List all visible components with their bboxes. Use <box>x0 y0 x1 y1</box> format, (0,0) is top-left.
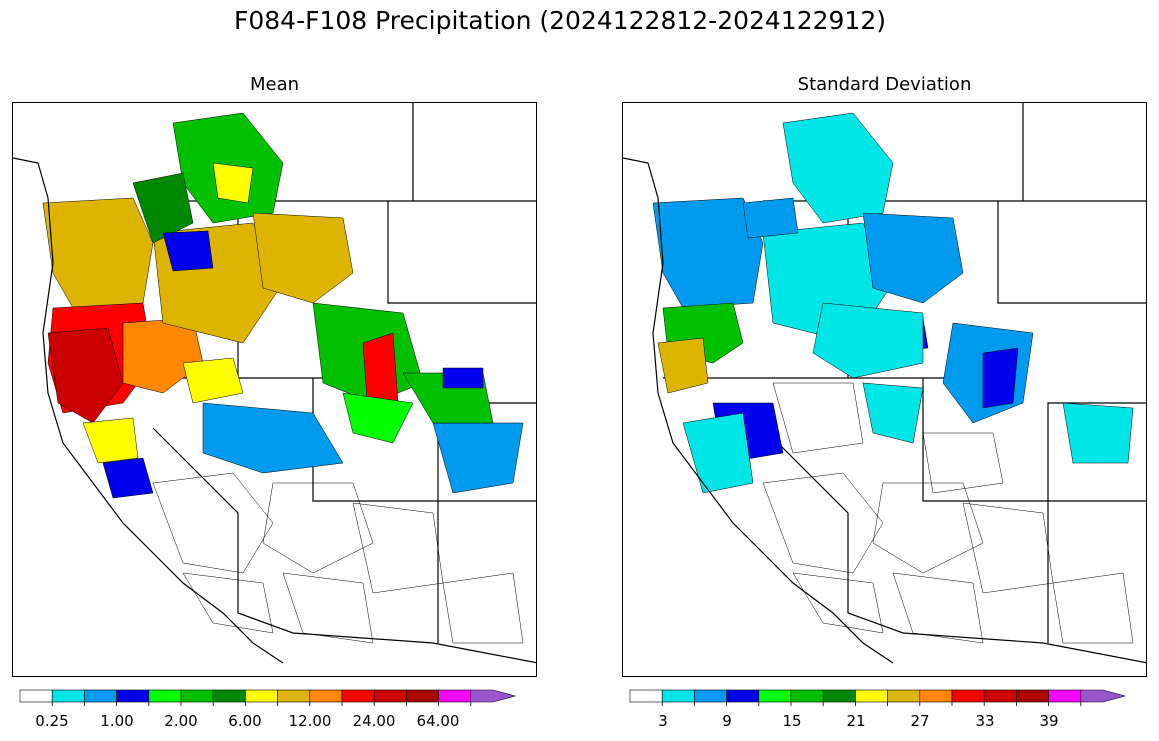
stddev-tick-label: 39 <box>1039 712 1059 730</box>
colorbar-segment <box>148 689 182 703</box>
colorbar-segment <box>983 689 1017 703</box>
colorbar-segment <box>277 689 311 703</box>
mean-map-canvas <box>13 103 536 664</box>
stddev-tick-label: 3 <box>658 712 668 730</box>
colorbar-segment <box>1016 689 1049 703</box>
figure-title: F084-F108 Precipitation (2024122812-2024… <box>233 6 886 35</box>
colorbar-segment <box>694 689 727 703</box>
colorbar-segment <box>919 689 953 703</box>
colorbar-segment <box>438 689 472 703</box>
colorbar-segment <box>822 689 856 703</box>
colorbar-segment <box>661 689 695 703</box>
precip-basins-stddev <box>652 112 1134 494</box>
colorbar-segment <box>373 689 407 703</box>
colorbar-segment <box>470 689 517 703</box>
colorbar-segment <box>341 689 375 703</box>
colorbar-segment <box>406 689 439 703</box>
colorbar-segment <box>726 689 760 703</box>
colorbar-segment <box>19 689 53 703</box>
basin-outlines <box>762 382 1134 644</box>
colorbar-segment <box>51 689 85 703</box>
stddev-tick-label: 15 <box>782 712 802 730</box>
stddev-colorbar-svg <box>629 689 1127 706</box>
stddev-colorbar <box>629 689 1142 706</box>
stddev-panel-title: Standard Deviation <box>797 74 972 95</box>
basin-outlines <box>152 472 524 644</box>
stddev-tick-label: 27 <box>910 712 930 730</box>
stddev-tick-label: 21 <box>846 712 866 730</box>
precip-basins-mean <box>42 112 524 499</box>
mean-colorbar <box>19 689 532 706</box>
mean-tick-label: 24.00 <box>352 712 396 730</box>
mean-tick-label: 0.25 <box>35 712 69 730</box>
colorbar-segment <box>180 689 214 703</box>
colorbar-segment <box>116 689 150 703</box>
colorbar-segment <box>790 689 824 703</box>
mean-colorbar-svg <box>19 689 517 706</box>
coastline <box>13 157 284 664</box>
colorbar-segment <box>629 689 663 703</box>
mean-tick-label: 12.00 <box>288 712 332 730</box>
colorbar-segment <box>887 689 921 703</box>
mean-map <box>12 102 537 677</box>
colorbar-segment <box>951 689 985 703</box>
mean-tick-label: 6.00 <box>228 712 262 730</box>
coastline <box>623 157 894 664</box>
mean-tick-label: 64.00 <box>416 712 460 730</box>
mean-tick-label: 2.00 <box>164 712 198 730</box>
stddev-map-canvas <box>623 103 1146 664</box>
colorbar-segment <box>1048 689 1082 703</box>
colorbar-segment <box>309 689 343 703</box>
stddev-map <box>622 102 1147 677</box>
colorbar-segment <box>855 689 888 703</box>
colorbar-segment <box>758 689 792 703</box>
stddev-tick-label: 9 <box>722 712 732 730</box>
colorbar-segment <box>245 689 278 703</box>
mean-panel-title: Mean <box>249 74 300 95</box>
colorbar-segment <box>84 689 117 703</box>
colorbar-segment <box>212 689 246 703</box>
stddev-tick-label: 33 <box>975 712 995 730</box>
state-boundaries <box>663 103 1146 664</box>
mean-tick-label: 1.00 <box>100 712 134 730</box>
colorbar-segment <box>1080 689 1127 703</box>
